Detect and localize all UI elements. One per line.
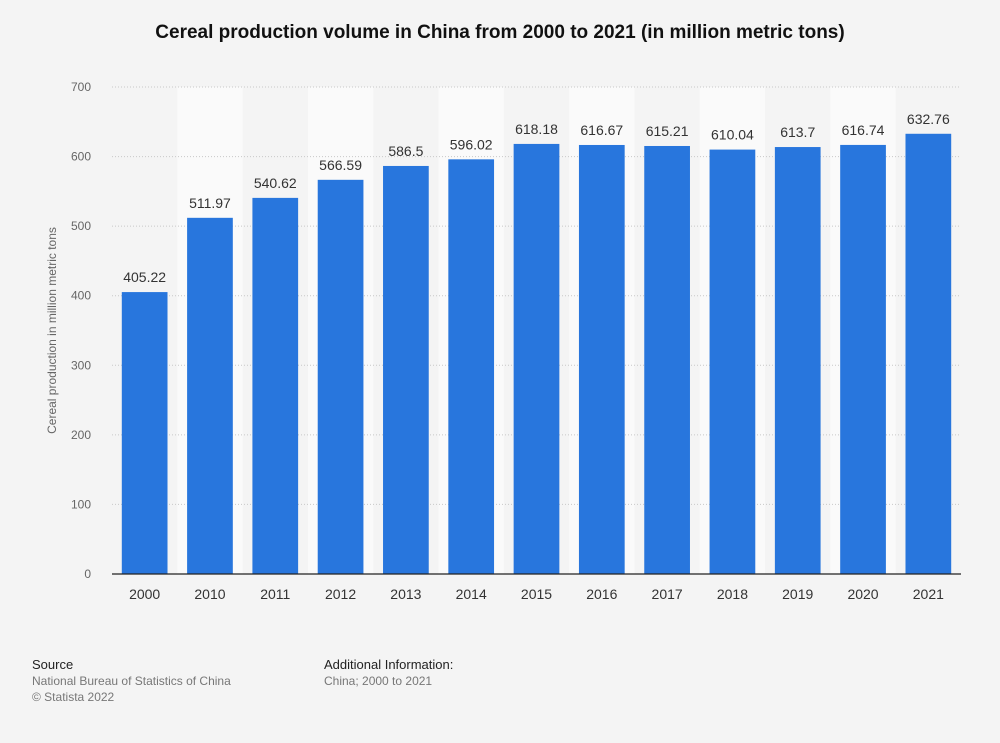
x-tick-label: 2015 bbox=[521, 586, 552, 602]
data-label: 618.18 bbox=[515, 121, 558, 137]
data-label: 586.5 bbox=[388, 143, 423, 159]
bar bbox=[774, 147, 821, 574]
x-tick-label: 2017 bbox=[652, 586, 683, 602]
bar bbox=[252, 197, 299, 575]
bar bbox=[840, 144, 886, 574]
data-label: 511.97 bbox=[189, 195, 231, 211]
bar bbox=[644, 145, 690, 574]
bar bbox=[578, 144, 625, 574]
bar bbox=[187, 217, 233, 574]
x-tick-label: 2000 bbox=[129, 586, 160, 602]
copyright: © Statista 2022 bbox=[32, 690, 115, 704]
data-label: 613.7 bbox=[780, 124, 815, 140]
bar bbox=[383, 165, 429, 575]
x-tick-label: 2016 bbox=[586, 586, 617, 602]
y-tick-label: 0 bbox=[84, 567, 91, 581]
x-tick-label: 2014 bbox=[456, 586, 487, 602]
y-tick-label: 200 bbox=[71, 428, 91, 442]
bar bbox=[448, 159, 495, 574]
y-tick-label: 500 bbox=[71, 219, 91, 233]
bar bbox=[709, 149, 756, 574]
x-tick-label: 2018 bbox=[717, 586, 748, 602]
x-tick-label: 2012 bbox=[325, 586, 356, 602]
bar bbox=[513, 143, 560, 574]
additional-info-block: Additional Information: China; 2000 to 2… bbox=[324, 657, 453, 689]
x-tick-label: 2019 bbox=[782, 586, 813, 602]
bar bbox=[121, 292, 168, 574]
y-tick-label: 700 bbox=[71, 80, 91, 94]
bar bbox=[317, 179, 364, 574]
y-tick-label: 100 bbox=[71, 497, 91, 511]
data-label: 566.59 bbox=[319, 157, 362, 173]
x-tick-label: 2013 bbox=[390, 586, 421, 602]
additional-info-text: China; 2000 to 2021 bbox=[324, 674, 433, 688]
additional-info-heading: Additional Information: bbox=[324, 657, 454, 672]
bar bbox=[905, 133, 952, 574]
y-tick-label: 600 bbox=[71, 150, 91, 164]
data-label: 616.67 bbox=[580, 122, 623, 138]
bar-chart: 0 100 200 300 400 500 600 700 Cereal production … bbox=[45, 80, 961, 602]
data-label: 632.76 bbox=[907, 111, 950, 127]
source-heading: Source bbox=[32, 657, 74, 672]
x-tick-label: 2020 bbox=[847, 586, 878, 602]
source-name: National Bureau of Statistics of China bbox=[32, 674, 231, 688]
x-tick-label: 2021 bbox=[913, 586, 944, 602]
data-label: 540.62 bbox=[254, 175, 297, 191]
data-label: 615.21 bbox=[646, 123, 689, 139]
data-label: 610.04 bbox=[711, 127, 754, 143]
chart-title: Cereal production volume in China from 2… bbox=[155, 22, 845, 43]
x-tick-label: 2010 bbox=[194, 586, 225, 602]
y-tick-label: 400 bbox=[71, 289, 91, 303]
data-label: 405.22 bbox=[123, 269, 166, 285]
source-block: Source National Bureau of Statistics of … bbox=[32, 657, 231, 705]
y-tick-label: 300 bbox=[71, 358, 91, 372]
data-label: 616.74 bbox=[842, 122, 885, 138]
data-label: 596.02 bbox=[450, 136, 493, 152]
y-axis-title: Cereal production in million metric tons bbox=[45, 227, 59, 434]
x-tick-label: 2011 bbox=[260, 586, 290, 602]
